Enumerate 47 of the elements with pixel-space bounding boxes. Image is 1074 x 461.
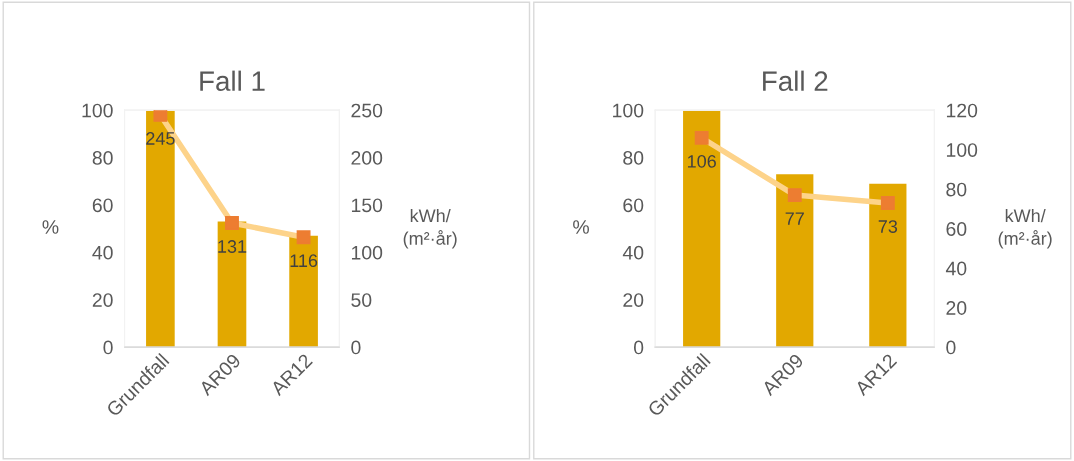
point	[880, 196, 895, 210]
y-tick-label: 60	[623, 198, 644, 213]
chart-title: Fall 1	[200, 70, 265, 92]
y-tick-label: 100	[613, 103, 644, 118]
point	[153, 110, 168, 122]
data-label: 77	[785, 212, 804, 225]
y2-tick-label: 0	[946, 340, 956, 355]
data-label: 131	[218, 240, 247, 253]
y2-tick-label: 50	[351, 293, 372, 307]
data-label: 116	[290, 254, 318, 268]
data-label: 73	[878, 220, 898, 233]
point	[694, 130, 709, 145]
y2-axis-title: kWh/ (m²·år)	[998, 208, 1052, 249]
y-tick-label: 80	[92, 151, 113, 165]
bar	[683, 110, 721, 348]
y-axis-title: %	[573, 220, 589, 234]
point	[787, 188, 802, 203]
y-tick-label: 0	[103, 340, 113, 355]
point	[296, 230, 311, 245]
y2-tick-label: 80	[946, 182, 967, 197]
bar	[869, 183, 907, 348]
y-tick-label: 100	[82, 103, 113, 118]
y2-tick-label: 0	[351, 340, 361, 355]
y2-tick-label: 200	[351, 151, 383, 165]
bar	[289, 235, 318, 348]
bar	[146, 110, 175, 348]
y-tick-label: 0	[633, 340, 644, 355]
y-tick-label: 40	[92, 245, 113, 260]
y-tick-label: 60	[92, 198, 113, 213]
y2-tick-label: 20	[946, 301, 967, 315]
bar	[776, 174, 814, 348]
y2-tick-label: 150	[351, 198, 383, 213]
y2-tick-label: 250	[351, 103, 383, 118]
data-label: 106	[688, 154, 716, 168]
y-tick-label: 40	[622, 245, 644, 260]
y-tick-label: 20	[623, 293, 644, 307]
chart-title: Fall 2	[763, 70, 828, 92]
y2-tick-label: 100	[351, 245, 383, 260]
y2-tick-label: 100	[946, 143, 978, 157]
y-tick-label: 20	[92, 293, 113, 307]
y2-tick-label: 120	[946, 103, 978, 118]
y-tick-label: 80	[623, 151, 644, 165]
point	[225, 216, 239, 230]
y2-tick-label: 60	[946, 222, 967, 236]
y2-tick-label: 40	[945, 261, 967, 276]
y-axis-title: %	[42, 220, 59, 234]
y2-axis-title: kWh/ (m²·år)	[403, 208, 457, 249]
